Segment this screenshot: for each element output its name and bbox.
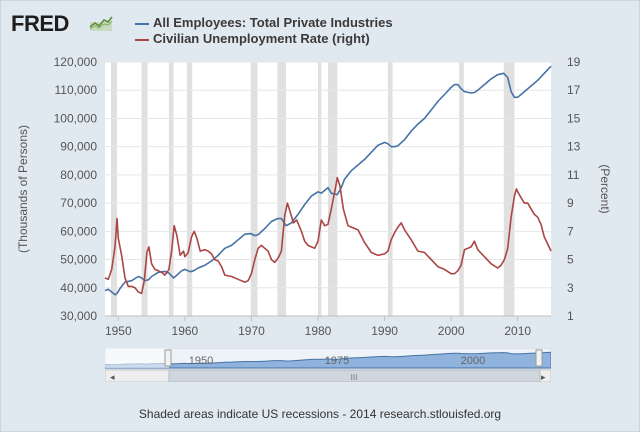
navigator-tick-label: 2000 <box>461 355 485 367</box>
axes: 1950 1960 1970 1980 1990 2000 2010 30,000 40,000… <box>16 55 612 338</box>
y-left-tick-label: 100,000 <box>54 111 98 125</box>
arrow-left-icon[interactable]: ◂ <box>110 373 115 382</box>
y-left-tick-label: 40,000 <box>60 281 97 295</box>
navigator-handle-right[interactable] <box>535 349 543 367</box>
x-tick-label: 1960 <box>172 324 199 338</box>
navigator[interactable]: 1950 1975 2000 ◂ ▸ III <box>105 348 551 382</box>
legend-item-unemployment[interactable]: Civilian Unemployment Rate (right) <box>135 31 370 46</box>
recession-band <box>141 62 148 316</box>
x-tick-label: 1950 <box>105 324 132 338</box>
series-lines <box>104 65 552 296</box>
x-tick-label: 2010 <box>504 324 531 338</box>
footer-note: Shaded areas indicate US recessions - 20… <box>138 407 502 421</box>
recession-band <box>503 62 515 316</box>
y-left-tick-label: 110,000 <box>55 83 98 97</box>
y-right-tick-label: 3 <box>567 281 574 295</box>
navigator-mask-left <box>105 348 169 368</box>
series-line-unemployment <box>104 176 552 295</box>
recession-band <box>186 62 193 316</box>
legend-label-employees: All Employees: Total Private Industries <box>153 15 393 30</box>
y-right-tick-label: 1 <box>567 309 574 323</box>
legend-label-unemployment: Civilian Unemployment Rate (right) <box>153 31 370 46</box>
grip-icon[interactable]: III <box>351 373 358 382</box>
y-right-tick-label: 17 <box>567 83 581 97</box>
legend-swatch-unemployment <box>135 39 149 41</box>
y-right-tick-label: 5 <box>567 253 574 267</box>
y-left-tick-label: 50,000 <box>60 253 97 267</box>
x-tick-label: 1990 <box>371 324 398 338</box>
y-right-tick-label: 19 <box>567 55 581 69</box>
y-left-axis-title: (Thousands of Persons) <box>16 125 30 253</box>
navigator-handle-left[interactable] <box>164 349 172 367</box>
recession-band <box>318 62 322 316</box>
y-left-tick-label: 30,000 <box>60 309 97 323</box>
recession-band <box>387 62 393 316</box>
recession-band <box>459 62 464 316</box>
navigator-tick-label: 1975 <box>325 355 349 367</box>
navigator-tick-label: 1950 <box>189 355 213 367</box>
y-right-tick-label: 11 <box>567 168 580 182</box>
recession-bands <box>110 62 515 316</box>
y-left-tick-label: 60,000 <box>60 224 97 238</box>
x-tick-label: 2000 <box>438 324 465 338</box>
recession-band <box>168 62 174 316</box>
y-right-tick-label: 15 <box>567 111 581 125</box>
y-right-tick-label: 7 <box>567 224 574 238</box>
y-left-tick-label: 70,000 <box>60 196 97 210</box>
y-left-tick-label: 90,000 <box>60 140 97 154</box>
x-tick-label: 1980 <box>305 324 332 338</box>
recession-band <box>277 62 287 316</box>
x-tick-label: 1970 <box>238 324 265 338</box>
legend-swatch-employees <box>135 23 149 25</box>
y-right-tick-label: 9 <box>567 196 574 210</box>
recession-band <box>110 62 117 316</box>
legend-item-employees[interactable]: All Employees: Total Private Industries <box>135 15 393 30</box>
arrow-right-icon[interactable]: ▸ <box>541 373 546 382</box>
recession-band <box>250 62 258 316</box>
scrollbar-thumb[interactable] <box>168 369 541 382</box>
y-left-tick-label: 80,000 <box>60 168 97 182</box>
y-right-axis-title: (Percent) <box>598 164 612 213</box>
y-left-tick-label: 120,000 <box>54 55 98 69</box>
recession-band <box>328 62 338 316</box>
line-chart: 1950 1960 1970 1980 1990 2000 2010 30,000 40,000… <box>16 55 612 338</box>
fred-logo[interactable]: FRED <box>11 11 69 36</box>
sparkline-icon <box>89 16 113 31</box>
y-right-tick-label: 13 <box>567 140 581 154</box>
series-line-employees <box>104 65 552 296</box>
